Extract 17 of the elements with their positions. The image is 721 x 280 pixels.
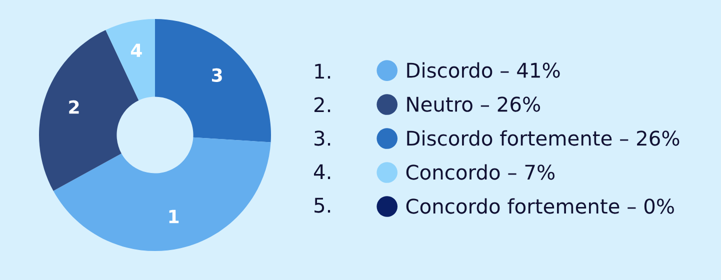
text: 4. — [314, 164, 330, 180]
text: 4 — [130, 44, 142, 57]
text: 5. — [314, 198, 330, 213]
legend-label: Discordo – 41% — [407, 62, 560, 78]
donut-slice — [155, 19, 271, 142]
text: 2. — [314, 97, 330, 112]
text: 3 — [212, 68, 222, 82]
text: 1. — [315, 64, 330, 79]
legend-label: Neutro – 26% — [407, 96, 540, 112]
legend-label: Concordo fortemente – 0% — [406, 198, 674, 214]
text: 3. — [314, 130, 330, 146]
text: 2 — [69, 100, 79, 114]
legend-label: Concordo – 7% — [406, 164, 555, 180]
donut-slice — [53, 137, 271, 251]
text: 1 — [169, 210, 179, 224]
legend-label: Discordo fortemente – 26% — [407, 130, 680, 146]
donut-slice — [106, 19, 155, 100]
